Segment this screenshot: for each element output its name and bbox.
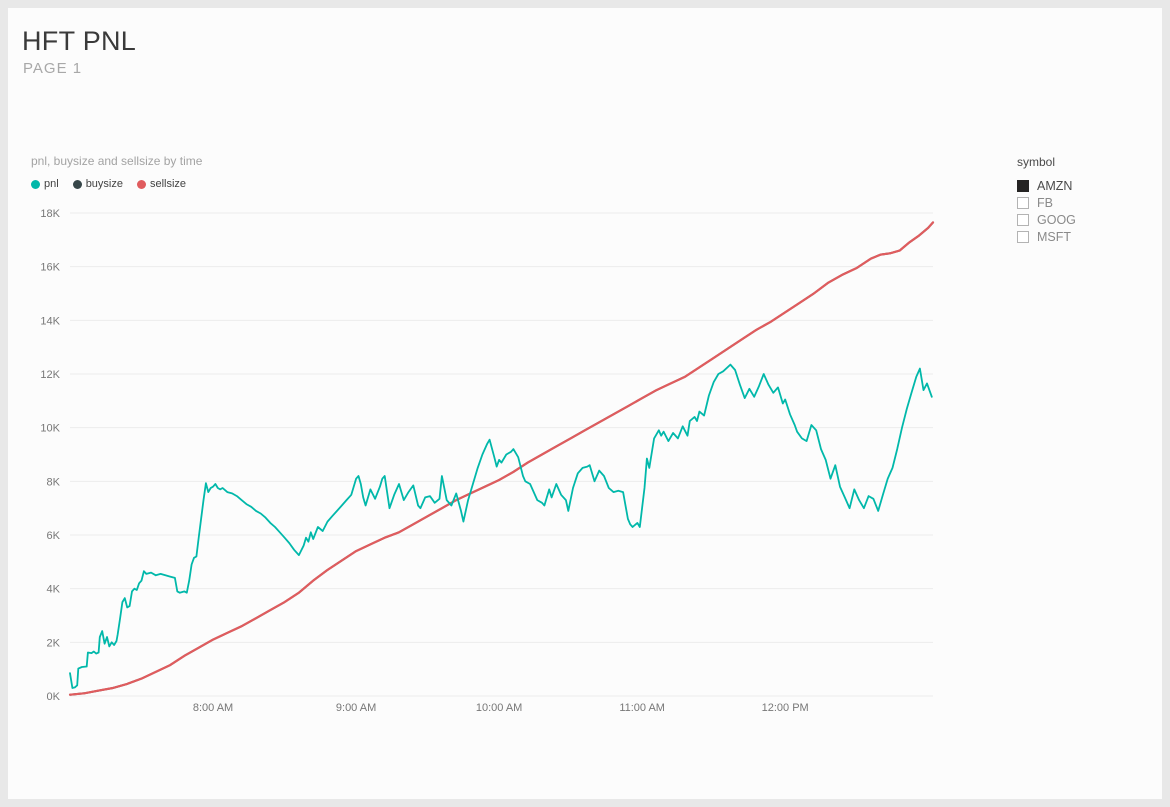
y-axis-tick-label: 10K xyxy=(40,423,60,435)
buysize-series-dot-icon xyxy=(72,179,82,189)
pnl-series-line xyxy=(69,363,933,689)
x-axis-tick-label: 10:00 AM xyxy=(476,702,522,714)
slicer-item-label[interactable]: AMZN xyxy=(1037,178,1073,193)
sellsize-series-line xyxy=(68,221,935,696)
y-axis-tick-label: 8K xyxy=(47,476,61,488)
y-axis-tick-label: 6K xyxy=(47,530,61,542)
legend-item-pnl[interactable]: pnl xyxy=(31,178,59,190)
buysize-series-line xyxy=(69,221,934,696)
legend-item-sellsize[interactable]: sellsize xyxy=(136,178,187,190)
legend-label: pnl xyxy=(44,178,59,190)
chart-plot: 0K 2K 4K 6K 8K 10K 12K 14K 16K 18K 8:00 AM 9:00 AM 1… xyxy=(40,208,935,714)
page-subtitle: PAGE 1 xyxy=(23,60,83,77)
x-axis-tick-label: 8:00 AM xyxy=(193,702,233,714)
slicer-title: symbol xyxy=(1017,155,1056,169)
slicer-items: AMZN FB GOOG MSFT xyxy=(1017,177,1147,245)
unchecked-checkbox-icon[interactable] xyxy=(1017,213,1029,226)
y-axis-tick-label: 14K xyxy=(40,315,60,327)
slicer-item-amzn[interactable]: AMZN xyxy=(1017,177,1147,194)
legend-item-buysize[interactable]: buysize xyxy=(72,178,123,190)
y-axis-tick-label: 0K xyxy=(47,691,61,703)
y-axis-tick-label: 4K xyxy=(47,584,61,596)
slicer-item-label[interactable]: MSFT xyxy=(1037,229,1072,244)
y-axis-tick-label: 18K xyxy=(40,208,60,220)
x-axis-tick-label: 9:00 AM xyxy=(336,702,376,714)
unchecked-checkbox-icon[interactable] xyxy=(1017,230,1029,243)
x-axis-tick-label: 12:00 PM xyxy=(762,702,809,714)
pnl-series-dot-icon xyxy=(31,179,40,189)
legend-label: sellsize xyxy=(149,178,187,190)
slicer-item-label[interactable]: FB xyxy=(1037,195,1053,210)
sellsize-series-dot-icon xyxy=(136,179,146,189)
unchecked-checkbox-icon[interactable] xyxy=(1017,196,1029,209)
y-axis-tick-label: 12K xyxy=(40,369,60,381)
page-title: HFT PNL xyxy=(22,26,137,56)
x-axis-tick-label: 11:00 AM xyxy=(619,702,665,714)
slicer-item-goog[interactable]: GOOG xyxy=(1017,211,1147,228)
y-axis-tick-label: 16K xyxy=(40,262,60,274)
y-axis-tick-label: 2K xyxy=(47,637,61,649)
slicer-item-fb[interactable]: FB xyxy=(1017,194,1147,211)
report-page: HFT PNL PAGE 1 pnl, buysize and sellsize… xyxy=(8,8,1162,799)
chart-legend: pnl buysize sellsize xyxy=(31,178,186,190)
legend-label: buysize xyxy=(85,178,123,190)
symbol-slicer: symbol AMZN FB GOOG MSFT xyxy=(1017,155,1147,245)
checked-checkbox-icon[interactable] xyxy=(1017,179,1029,192)
chart-title: pnl, buysize and sellsize by time xyxy=(31,154,203,168)
slicer-item-msft[interactable]: MSFT xyxy=(1017,228,1147,245)
slicer-item-label[interactable]: GOOG xyxy=(1037,212,1076,227)
